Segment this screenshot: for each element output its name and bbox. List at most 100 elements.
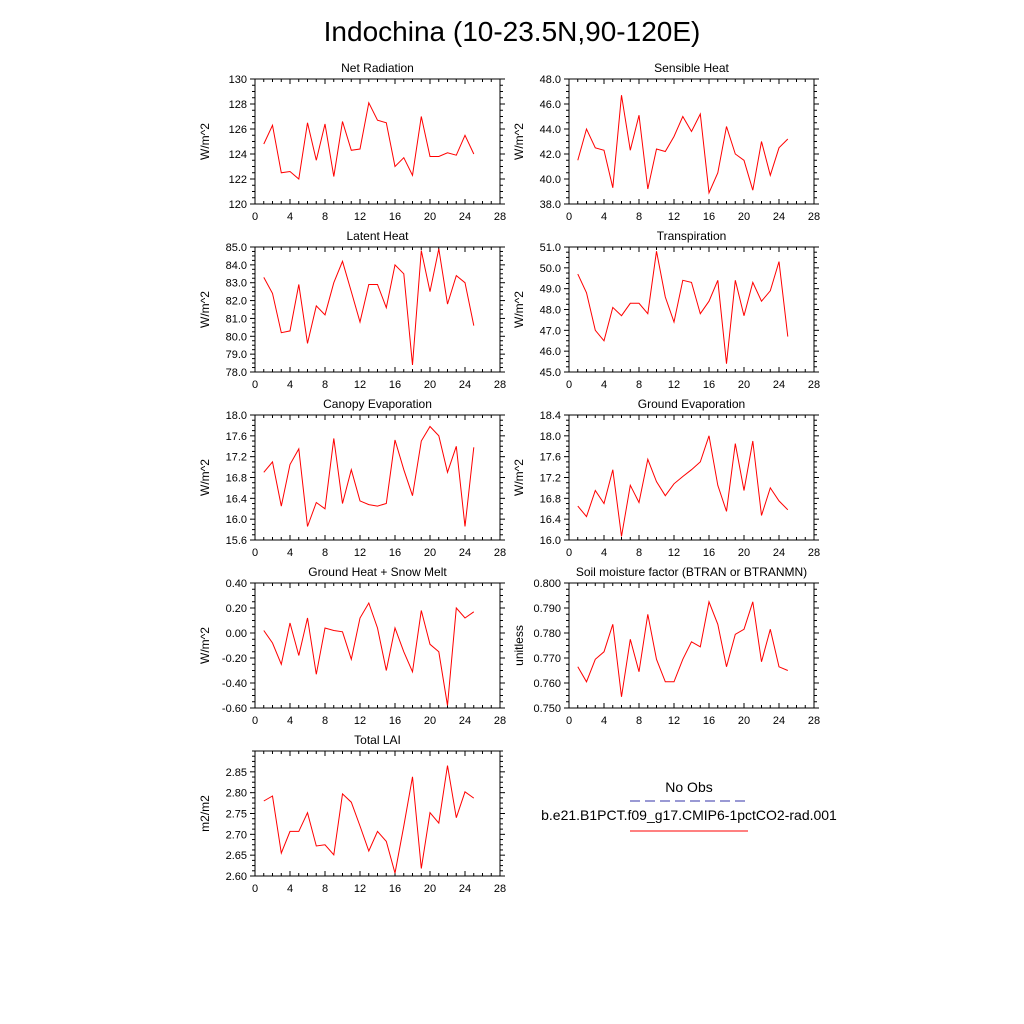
y-tick-label: -0.20 — [222, 653, 247, 665]
y-tick-label: 16.0 — [226, 514, 247, 526]
x-tick-label: 4 — [601, 715, 607, 727]
x-tick-label: 20 — [738, 715, 750, 727]
figure-title: Indochina (10-23.5N,90-120E) — [324, 16, 701, 47]
y-axis-label: W/m^2 — [198, 627, 212, 664]
x-tick-label: 28 — [808, 715, 820, 727]
x-tick-label: 28 — [808, 379, 820, 391]
x-tick-label: 12 — [354, 883, 366, 895]
y-axis-label: W/m^2 — [198, 123, 212, 160]
panel-latent-heat: 0 4 8 12 16 20 24 28 78.0 79.0 80.0 81.0 82.0 83.0 84.… — [198, 229, 506, 391]
y-tick-label: 16.0 — [540, 535, 561, 547]
y-tick-label: 44.0 — [540, 124, 561, 136]
series-line — [263, 765, 475, 874]
panel-title: Ground Heat + Snow Melt — [308, 565, 447, 579]
x-tick-label: 20 — [738, 379, 750, 391]
y-tick-label: 0.790 — [533, 603, 561, 615]
x-tick-label: 16 — [703, 547, 715, 559]
y-tick-label: 0.760 — [533, 678, 561, 690]
x-tick-label: 28 — [808, 547, 820, 559]
series-line — [263, 601, 475, 706]
y-tick-label: 0.800 — [533, 578, 561, 590]
y-tick-label: 2.80 — [226, 788, 247, 800]
x-tick-label: 12 — [668, 715, 680, 727]
y-tick-label: 48.0 — [540, 305, 561, 317]
y-tick-label: 128 — [229, 99, 247, 111]
y-tick-label: -0.60 — [222, 703, 247, 715]
x-tick-label: 8 — [636, 715, 642, 727]
x-tick-label: 12 — [354, 379, 366, 391]
y-tick-label: 49.0 — [540, 284, 561, 296]
x-tick-label: 20 — [424, 379, 436, 391]
x-tick-label: 24 — [459, 547, 471, 559]
panel-title: Net Radiation — [341, 61, 414, 75]
y-axis-label: W/m^2 — [512, 123, 526, 160]
y-axis-label: W/m^2 — [198, 291, 212, 328]
y-tick-label: 130 — [229, 74, 247, 86]
y-tick-label: 124 — [229, 149, 247, 161]
series-line — [577, 251, 789, 364]
x-tick-label: 24 — [773, 547, 785, 559]
x-tick-label: 16 — [703, 715, 715, 727]
x-tick-label: 8 — [322, 211, 328, 223]
x-tick-label: 4 — [601, 547, 607, 559]
x-tick-label: 24 — [773, 211, 785, 223]
x-tick-label: 4 — [287, 547, 293, 559]
y-axis-label: W/m^2 — [198, 459, 212, 496]
x-tick-label: 12 — [354, 547, 366, 559]
panel-sensible-heat: 0 4 8 12 16 20 24 28 38.0 40.0 42.0 44.0 46.0 48.0 Sen… — [512, 61, 820, 223]
x-tick-label: 16 — [389, 379, 401, 391]
y-tick-label: 122 — [229, 174, 247, 186]
y-tick-label: 0.750 — [533, 703, 561, 715]
y-tick-label: 0.40 — [226, 578, 247, 590]
y-tick-label: 42.0 — [540, 149, 561, 161]
x-tick-label: 8 — [322, 715, 328, 727]
y-tick-label: 17.2 — [226, 452, 247, 464]
x-tick-label: 28 — [494, 211, 506, 223]
x-tick-label: 20 — [424, 883, 436, 895]
y-tick-label: 82.0 — [226, 296, 247, 308]
panel-transpiration: 0 4 8 12 16 20 24 28 45.0 46.0 47.0 48.0 49.0 50.0 51.… — [512, 229, 820, 391]
x-tick-label: 8 — [636, 547, 642, 559]
x-tick-label: 20 — [738, 211, 750, 223]
y-tick-label: 0.20 — [226, 603, 247, 615]
x-tick-label: 24 — [773, 715, 785, 727]
legend: No Obs b.e21.B1PCT.f09_g17.CMIP6-1pctCO2… — [541, 779, 837, 832]
y-tick-label: 50.0 — [540, 263, 561, 275]
x-tick-label: 16 — [703, 379, 715, 391]
x-tick-label: 4 — [287, 715, 293, 727]
x-tick-label: 8 — [322, 883, 328, 895]
y-tick-label: 83.0 — [226, 278, 247, 290]
y-tick-label: 48.0 — [540, 74, 561, 86]
x-tick-label: 28 — [494, 379, 506, 391]
panel-ground-heat-snow-melt: 0 4 8 12 16 20 24 28 -0.60 -0.40 -0.20 0.00 0.20 0.40… — [198, 565, 506, 727]
x-tick-label: 24 — [459, 211, 471, 223]
x-tick-label: 8 — [636, 211, 642, 223]
x-tick-label: 20 — [424, 715, 436, 727]
series-line — [263, 425, 475, 527]
panel-title: Ground Evaporation — [638, 397, 745, 411]
y-tick-label: 0.770 — [533, 653, 561, 665]
x-tick-label: 24 — [773, 379, 785, 391]
x-tick-label: 0 — [252, 883, 258, 895]
x-tick-label: 20 — [738, 547, 750, 559]
x-tick-label: 4 — [287, 211, 293, 223]
x-tick-label: 12 — [354, 715, 366, 727]
x-tick-label: 4 — [287, 883, 293, 895]
y-tick-label: 15.6 — [226, 535, 247, 547]
y-tick-label: 0.00 — [226, 628, 247, 640]
x-tick-label: 24 — [459, 379, 471, 391]
panel-title: Sensible Heat — [654, 61, 729, 75]
x-tick-label: 16 — [389, 547, 401, 559]
y-tick-label: 38.0 — [540, 199, 561, 211]
x-tick-label: 4 — [287, 379, 293, 391]
x-tick-label: 24 — [459, 883, 471, 895]
x-tick-label: 0 — [566, 379, 572, 391]
y-tick-label: 46.0 — [540, 99, 561, 111]
x-tick-label: 8 — [636, 379, 642, 391]
legend-model-label: b.e21.B1PCT.f09_g17.CMIP6-1pctCO2-rad.00… — [541, 807, 837, 823]
y-tick-label: 47.0 — [540, 325, 561, 337]
y-tick-label: 78.0 — [226, 367, 247, 379]
y-tick-label: 2.75 — [226, 809, 247, 821]
y-tick-label: 16.8 — [226, 473, 247, 485]
